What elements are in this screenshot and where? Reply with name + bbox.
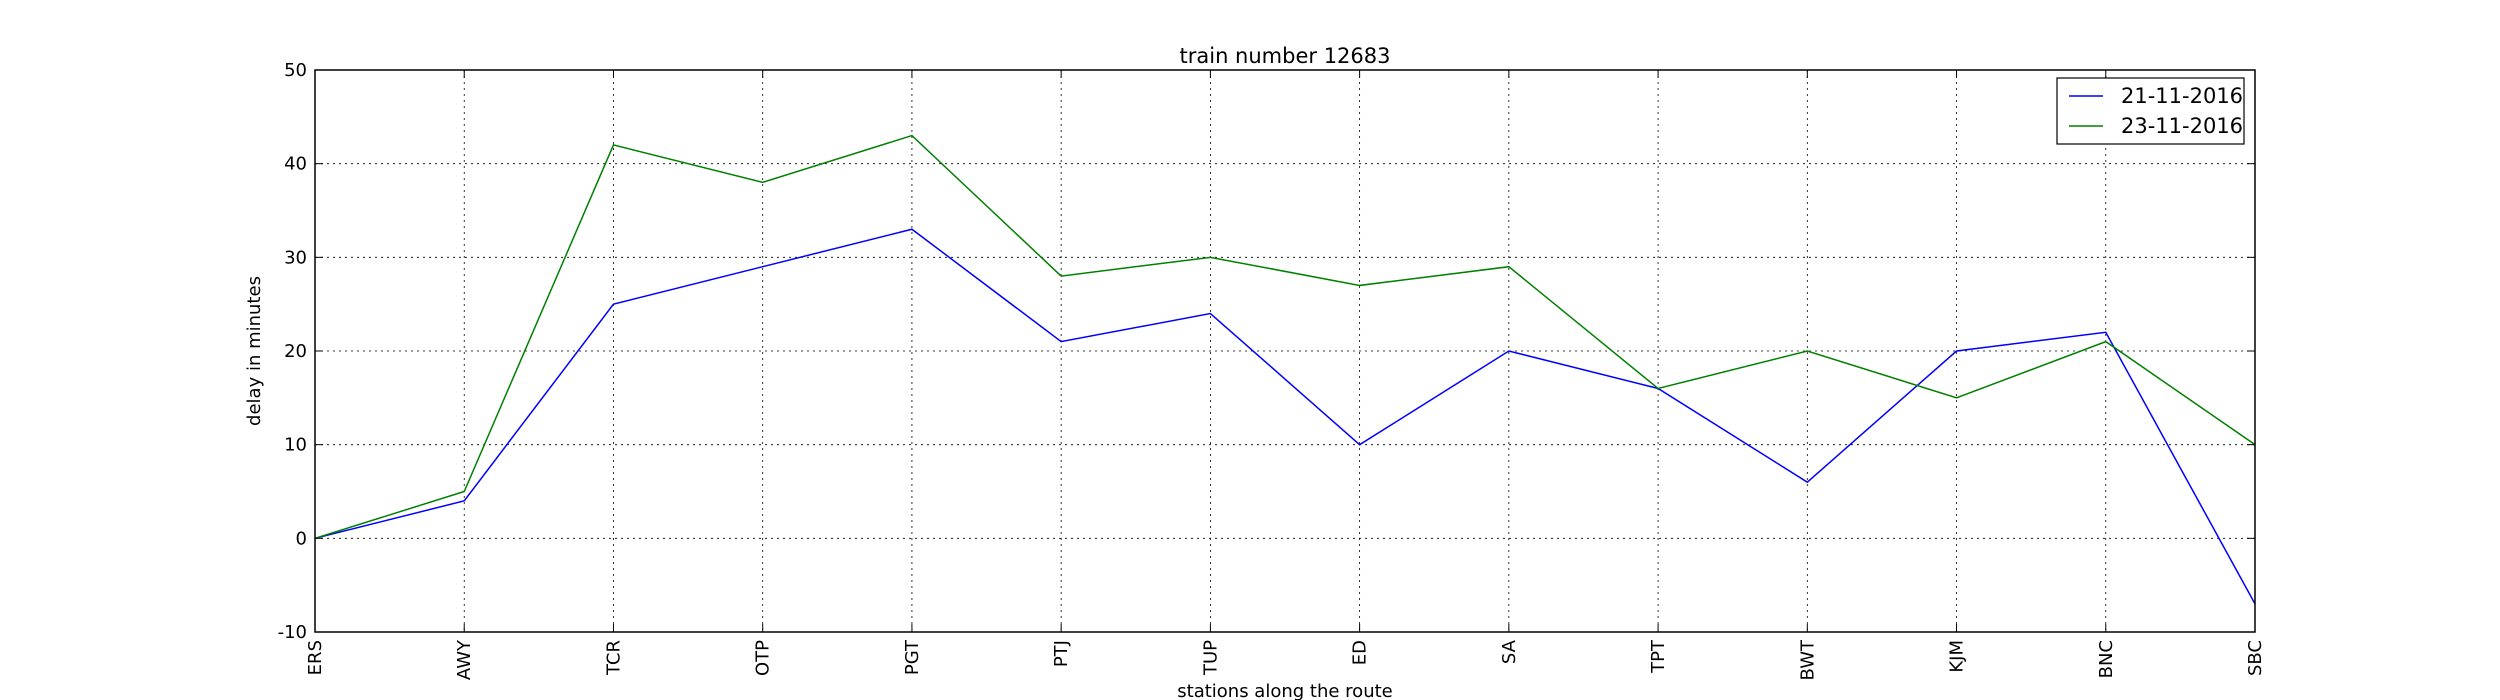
legend: 21-11-2016 23-11-2016 [2056,77,2245,145]
series-line-23-11-2016 [314,134,2256,540]
chart-title: train number 12683 [1180,44,1391,68]
legend-label-23-11-2016: 23-11-2016 [2121,114,2243,138]
y-tick-label: 50 [284,60,307,81]
x-tick-label: OTP [753,640,774,676]
x-tick-label: PTJ [1051,640,1072,667]
x-tick-label: BNC [2096,640,2117,678]
x-tick-label: KJM [1947,640,1968,673]
x-tick-label: SBC [2245,640,2266,676]
plot-area-frame [314,69,2256,633]
series-line-21-11-2016 [314,228,2256,605]
x-axis-title: stations along the route [1177,681,1392,700]
x-tick-label: ERS [305,640,326,675]
legend-label-21-11-2016: 21-11-2016 [2121,84,2243,108]
y-axis: -10 0 10 20 30 40 50 [278,60,2255,643]
x-axis: ERS AWY TCR OTP PGT PTJ TUP ED SA TPT BWT KJM BNC SBC [305,70,2266,681]
y-tick-label: 0 [296,528,307,549]
y-tick-label: 30 [284,247,307,268]
x-tick-label: AWY [454,639,475,680]
x-tick-label: TCR [603,640,624,676]
x-tick-label: TPT [1648,639,1669,674]
y-tick-label: 20 [284,341,307,362]
x-tick-label: TUP [1200,640,1221,676]
series-layer [314,134,2256,605]
y-tick-label: 40 [284,154,307,175]
y-tick-label: 10 [284,435,307,456]
x-tick-label: BWT [1797,639,1818,681]
x-tick-label: ED [1350,640,1371,665]
grid [315,70,2255,632]
y-axis-title: delay in minutes [244,276,265,426]
x-tick-label: SA [1499,639,1520,664]
legend-box [2056,77,2245,145]
x-tick-label: PGT [902,639,923,675]
y-tick-label: -10 [278,622,307,643]
